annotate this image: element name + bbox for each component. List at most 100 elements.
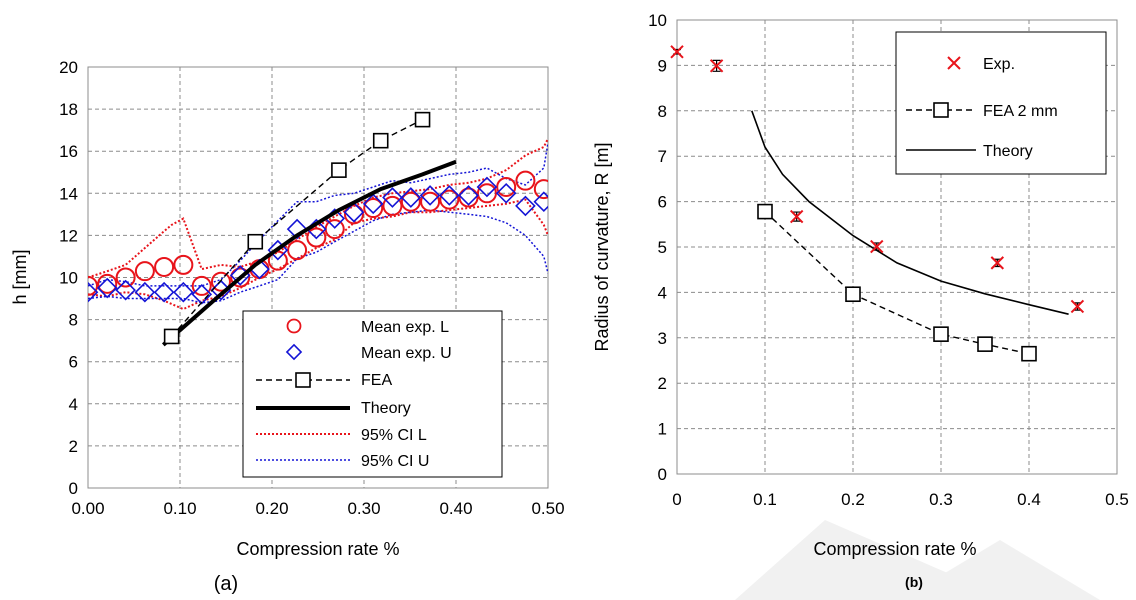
legend-square-marker [295,372,311,388]
chart-b: 0 0.1 0.2 0.3 0.4 0.5 0 1 2 3 4 5 6 7 8 9 10 Compressio… [592,11,1129,590]
mean-exp-u-point [88,281,99,303]
fea-point [331,162,347,178]
chart-a-plot-area [88,111,548,347]
mean-exp-l-point [88,275,98,296]
chart-a-legend-item-ci-u: 95% CI U [256,453,429,470]
fea-point [1021,345,1037,362]
legend-square-marker [933,102,949,118]
chart-a-x-tick-label: 0.00 [71,499,104,518]
fea-point [414,111,431,128]
legend-diamond-marker [285,343,303,361]
legend-circle-marker [286,318,302,334]
chart-a-panel-label: (a) [214,573,238,595]
chart-b-x-tick-label: 0.5 [1105,490,1129,509]
chart-b-y-tick-label: 7 [658,147,667,166]
legend-label: Mean exp. U [361,345,452,362]
fea-point [977,336,993,352]
mean-exp-u-point [476,176,498,198]
legend-label: Mean exp. L [361,319,449,336]
chart-a-x-tick-label: 0.10 [163,499,196,518]
ci-u-line [88,209,548,304]
mean-exp-u-point [515,195,536,217]
exp-point [670,45,684,59]
chart-b-y-tick-label: 5 [658,238,667,257]
chart-b-y-tick-label: 10 [648,11,667,30]
chart-b-y-axis-title-text: Radius of curvature, R [m] [592,142,612,351]
chart-a-x-tick-label: 0.40 [439,499,472,518]
legend-label: FEA [361,372,392,389]
chart-a-x-tick-labels: 0.00 0.10 0.20 0.30 0.40 0.50 [71,499,564,518]
chart-b-y-tick-label: 2 [658,374,667,393]
legend-label: 95% CI U [361,453,429,470]
chart-a-legend-item-ci-l: 95% CI L [256,427,427,444]
ci-l-line [88,138,548,279]
mean-exp-l-point [343,204,364,225]
mean-exp-u-point [96,277,118,299]
chart-a-y-tick-label: 20 [59,58,78,77]
chart-b-plot-frame [676,19,1118,475]
theory-line [161,159,457,347]
chart-a-y-tick-label: 2 [69,437,78,456]
mean-exp-l-point [173,254,194,275]
chart-a-legend-item-mean-exp-u: Mean exp. U [285,343,452,362]
chart-a-legend: Mean exp. L Mean exp. U FEA Theory 95% C… [242,310,503,478]
chart-b-y-tick-label: 6 [658,193,667,212]
fea-point [757,203,773,220]
chart-a-y-tick-label: 8 [69,311,78,330]
mean-exp-l-point [496,176,517,197]
mean-exp-u-point [400,187,422,208]
chart-b-legend-item-theory: Theory [906,143,1033,160]
mean-exp-l-point [515,170,536,191]
chart-a-y-axis-title: h [mm] [10,249,30,304]
fea-line [764,211,1030,355]
mean-exp-u-point [419,185,441,206]
fea-point [845,286,861,303]
chart-b-series [670,45,1085,362]
exp-point [789,209,804,224]
mean-exp-u-point [533,191,548,213]
mean-exp-l-point [420,191,441,212]
chart-b-x-tick-label: 0.4 [1017,490,1041,509]
legend-label: Exp. [983,56,1015,73]
legend-label: Theory [361,400,411,417]
chart-a-x-tick-label: 0.30 [347,499,380,518]
chart-a-legend-box [242,310,503,478]
mean-exp-u-point [438,185,460,206]
chart-a-y-tick-label: 16 [59,142,78,161]
exp-point [990,256,1005,270]
mean-exp-u-point [153,281,175,303]
chart-b-legend: Exp. FEA 2 mm Theory [895,31,1107,175]
mean-exp-u-point [115,279,136,301]
fea-point [933,326,949,342]
mean-exp-u-point [343,201,365,223]
chart-b-y-tick-labels: 0 1 2 3 4 5 6 7 8 9 10 [648,11,667,484]
chart-b-y-tick-label: 9 [658,56,667,75]
chart-b-legend-item-exp: Exp. [947,56,1015,73]
legend-label: Theory [983,143,1033,160]
chart-b-panel-label: (b) [905,574,923,590]
fea-point [372,132,389,149]
exp-point [709,59,724,73]
ci-u-line [88,142,548,287]
exp-point [870,239,884,254]
mean-exp-l-point [458,187,479,208]
fea-point [247,233,264,250]
chart-b-x-tick-label: 0.3 [929,490,953,509]
chart-a-series [88,111,548,347]
mean-exp-l-point [154,256,175,277]
chart-a-y-tick-label: 18 [59,100,78,119]
chart-b-legend-item-fea: FEA 2 mm [906,102,1058,120]
mean-exp-l-point [287,240,308,261]
ci-l-line [88,198,548,311]
mean-exp-u-point [382,187,403,208]
chart-b-y-tick-label: 0 [658,465,667,484]
mean-exp-l-point [382,195,403,216]
mean-exp-u-point [210,279,232,301]
chart-a-y-tick-label: 12 [59,226,78,245]
chart-a-x-tick-label: 0.50 [531,499,564,518]
chart-b-y-tick-label: 3 [658,329,667,348]
chart-a-y-tick-label: 4 [69,395,78,414]
chart-b-x-tick-label: 0 [672,490,681,509]
chart-b-x-axis-title: Compression rate % [813,539,976,559]
